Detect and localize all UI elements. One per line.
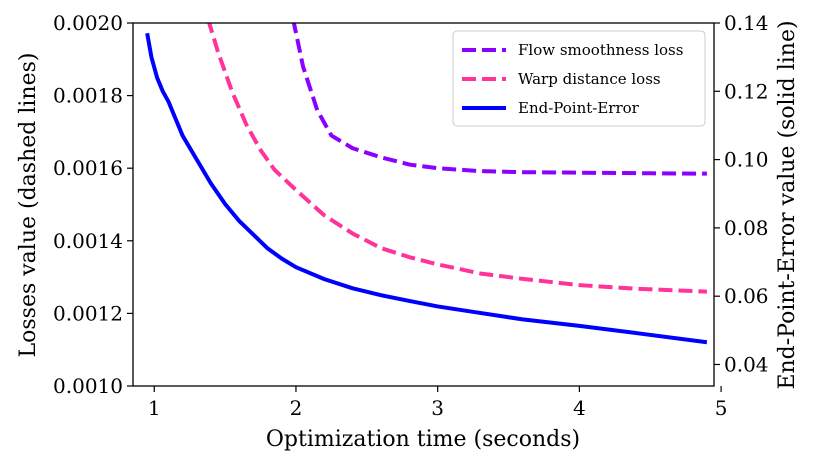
y-right-tick-label: 0.10: [724, 148, 769, 172]
y-left-tick-label: 0.0018: [53, 84, 123, 108]
legend: Flow smoothness loss Warp distance loss En…: [452, 30, 706, 127]
y-left-tick-label: 0.0010: [53, 374, 123, 398]
y-right-tick-label: 0.08: [724, 216, 769, 240]
legend-label: End-Point-Error: [518, 99, 640, 117]
y-axis-right-title: End-Point-Error value (solid line): [775, 20, 800, 389]
y-left-tick-label: 0.0014: [53, 229, 123, 253]
x-tick-label: 2: [290, 396, 303, 420]
x-tick-label: 1: [148, 396, 161, 420]
y-right-tick-label: 0.04: [724, 352, 769, 376]
y-right-tick-label: 0.06: [724, 284, 769, 308]
y-left-tick-label: 0.0020: [53, 11, 123, 35]
y-axis-left-title: Losses value (dashed lines): [16, 53, 41, 358]
legend-label: Flow smoothness loss: [518, 41, 683, 59]
x-tick-label: 5: [715, 396, 728, 420]
ticks-layer: 1 2 3 4 5 0.0010 0.0012 0.0014 0.0016 0.0018 0.002…: [53, 11, 769, 420]
y-right-tick-label: 0.14: [724, 11, 769, 35]
plot-area: [132, 22, 715, 387]
legend-box: [452, 30, 706, 127]
y-left-tick-label: 0.0016: [53, 156, 123, 180]
y-left-tick-label: 0.0012: [53, 301, 123, 325]
legend-label: Warp distance loss: [518, 70, 661, 88]
series-line-1: [291, 23, 707, 176]
series-line-2: [207, 23, 707, 294]
plot-frame: [132, 22, 715, 387]
series-line-3: [145, 32, 708, 345]
series-layer: [145, 23, 708, 345]
x-axis-title: Optimization time (seconds): [266, 427, 580, 452]
x-tick-label: 4: [573, 396, 586, 420]
x-tick-label: 3: [431, 396, 444, 420]
y-right-tick-label: 0.12: [724, 79, 769, 103]
